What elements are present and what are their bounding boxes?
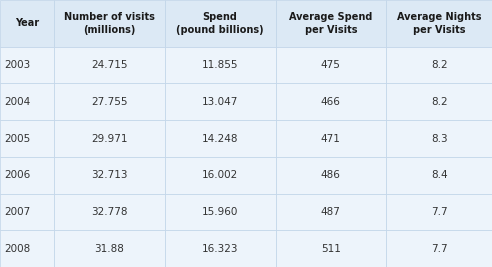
Bar <box>276 120 386 157</box>
Bar <box>386 0 492 47</box>
Text: Spend
(pound billions): Spend (pound billions) <box>176 12 264 34</box>
Text: Average Spend
per Visits: Average Spend per Visits <box>289 12 372 34</box>
Bar <box>165 120 276 157</box>
Bar <box>0 230 54 267</box>
Bar <box>0 120 54 157</box>
Bar <box>0 194 54 230</box>
Text: 7.7: 7.7 <box>431 244 447 254</box>
Text: 511: 511 <box>321 244 341 254</box>
Bar <box>165 194 276 230</box>
Bar <box>54 0 165 47</box>
Bar <box>54 120 165 157</box>
Text: 8.4: 8.4 <box>431 170 447 180</box>
Bar <box>165 83 276 120</box>
Text: 8.3: 8.3 <box>431 134 447 143</box>
Bar <box>386 83 492 120</box>
Text: 8.2: 8.2 <box>431 60 447 70</box>
Bar <box>276 194 386 230</box>
Text: 475: 475 <box>321 60 341 70</box>
Text: 27.755: 27.755 <box>91 97 128 107</box>
Text: 487: 487 <box>321 207 341 217</box>
Bar <box>0 157 54 194</box>
Text: 486: 486 <box>321 170 341 180</box>
Text: 32.713: 32.713 <box>91 170 128 180</box>
Text: 15.960: 15.960 <box>202 207 238 217</box>
Bar <box>165 47 276 83</box>
Text: 2005: 2005 <box>4 134 30 143</box>
Bar <box>54 194 165 230</box>
Bar <box>386 157 492 194</box>
Bar <box>0 47 54 83</box>
Text: 471: 471 <box>321 134 341 143</box>
Text: 466: 466 <box>321 97 341 107</box>
Bar <box>165 230 276 267</box>
Bar <box>386 194 492 230</box>
Text: 13.047: 13.047 <box>202 97 238 107</box>
Bar <box>0 83 54 120</box>
Text: 11.855: 11.855 <box>202 60 239 70</box>
Text: 8.2: 8.2 <box>431 97 447 107</box>
Bar <box>386 230 492 267</box>
Bar <box>276 157 386 194</box>
Text: 2008: 2008 <box>4 244 30 254</box>
Bar <box>54 47 165 83</box>
Text: 16.323: 16.323 <box>202 244 239 254</box>
Bar <box>276 83 386 120</box>
Text: 2004: 2004 <box>4 97 30 107</box>
Text: 14.248: 14.248 <box>202 134 239 143</box>
Bar <box>0 0 54 47</box>
Text: 2007: 2007 <box>4 207 30 217</box>
Text: 7.7: 7.7 <box>431 207 447 217</box>
Text: 32.778: 32.778 <box>91 207 128 217</box>
Text: 2003: 2003 <box>4 60 30 70</box>
Text: Year: Year <box>15 18 39 28</box>
Text: 29.971: 29.971 <box>91 134 128 143</box>
Text: 2006: 2006 <box>4 170 30 180</box>
Bar <box>276 0 386 47</box>
Bar <box>276 47 386 83</box>
Bar <box>165 0 276 47</box>
Text: 31.88: 31.88 <box>94 244 124 254</box>
Text: 24.715: 24.715 <box>91 60 128 70</box>
Bar <box>54 157 165 194</box>
Text: 16.002: 16.002 <box>202 170 238 180</box>
Bar <box>276 230 386 267</box>
Bar <box>165 157 276 194</box>
Bar <box>54 230 165 267</box>
Bar <box>386 47 492 83</box>
Text: Number of visits
(millions): Number of visits (millions) <box>64 12 155 34</box>
Bar <box>54 83 165 120</box>
Bar <box>386 120 492 157</box>
Text: Average Nights
per Visits: Average Nights per Visits <box>397 12 481 34</box>
